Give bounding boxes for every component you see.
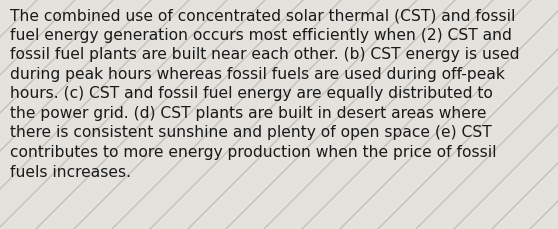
- Text: The combined use of concentrated solar thermal (CST) and fossil
fuel energy gene: The combined use of concentrated solar t…: [10, 8, 519, 179]
